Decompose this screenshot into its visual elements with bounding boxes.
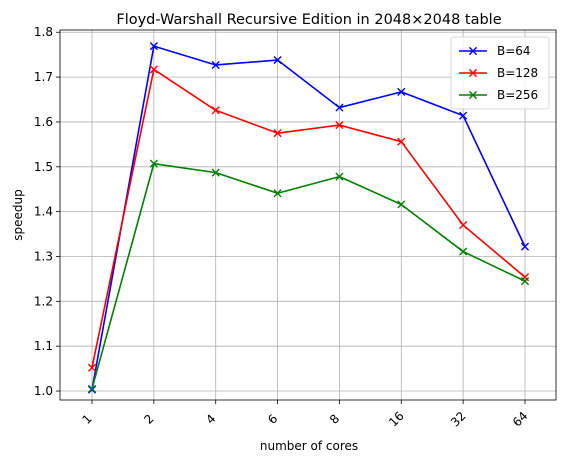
data-point-marker — [397, 87, 406, 96]
legend-label: B=256 — [497, 88, 538, 102]
data-point-marker — [520, 242, 530, 251]
data-point-marker — [459, 220, 468, 230]
data-point-marker — [459, 247, 468, 256]
y-tick-label: 1.1 — [34, 339, 53, 353]
series-b-256 — [87, 159, 530, 393]
legend-box — [450, 36, 550, 110]
y-tick-label: 1.6 — [34, 115, 53, 129]
x-tick-label: 16 — [386, 409, 407, 430]
x-tick-label: 1 — [80, 412, 95, 427]
data-point-marker — [520, 277, 530, 286]
data-point-marker — [273, 129, 282, 138]
legend-marker — [468, 90, 478, 100]
x-tick-label: 8 — [327, 412, 342, 427]
y-tick-label: 1.0 — [34, 384, 53, 398]
y-tick-label: 1.5 — [34, 160, 53, 174]
data-point-marker — [149, 42, 158, 51]
data-point-marker — [335, 103, 344, 112]
data-point-marker — [211, 60, 220, 70]
x-tick-label: 6 — [265, 412, 280, 427]
series-b-128 — [87, 65, 530, 372]
y-axis: 1.0 1.1 1.2 1.3 1.4 1.5 1.6 1.7 1.8 — [34, 25, 60, 398]
y-tick-label: 1.7 — [34, 70, 53, 84]
x-tick-label: 32 — [448, 409, 469, 430]
data-point-marker — [335, 172, 344, 181]
y-tick-label: 1.4 — [34, 205, 53, 219]
x-axis-label: number of cores — [260, 439, 358, 453]
plot-frame — [59, 29, 557, 401]
data-point-marker — [273, 189, 282, 198]
data-point-marker — [149, 65, 158, 74]
legend-marker — [468, 46, 478, 56]
series-line — [91, 68, 526, 368]
x-tick-label: 2 — [141, 412, 156, 427]
data-point-marker — [211, 106, 220, 115]
data-point-marker — [273, 55, 282, 65]
legend-label: B=128 — [497, 66, 538, 80]
series-line — [91, 45, 526, 390]
y-tick-label: 1.8 — [34, 25, 53, 39]
legend: B=64 B=128 B=256 — [450, 36, 550, 110]
legend-marker — [468, 68, 478, 78]
data-point-marker — [397, 137, 406, 146]
data-point-marker — [459, 111, 468, 120]
data-point-marker — [87, 384, 97, 393]
y-tick-label: 1.2 — [34, 294, 53, 308]
series-b-64 — [87, 42, 530, 394]
data-point-marker — [397, 200, 406, 209]
x-tick-label: 4 — [203, 412, 218, 427]
data-point-marker — [211, 168, 220, 177]
y-axis-label: speedup — [11, 189, 25, 240]
x-tick-label: 64 — [510, 409, 531, 430]
x-axis: 1 2 4 6 8 16 32 64 — [80, 400, 531, 430]
chart-title: Floyd-Warshall Recursive Edition in 2048… — [116, 12, 501, 28]
series-layer — [87, 42, 530, 394]
series-line — [91, 162, 526, 389]
data-point-marker — [87, 363, 97, 372]
data-point-marker — [149, 159, 158, 168]
data-point-marker — [335, 120, 344, 130]
y-tick-label: 1.3 — [34, 249, 53, 263]
legend-label: B=64 — [497, 44, 531, 58]
